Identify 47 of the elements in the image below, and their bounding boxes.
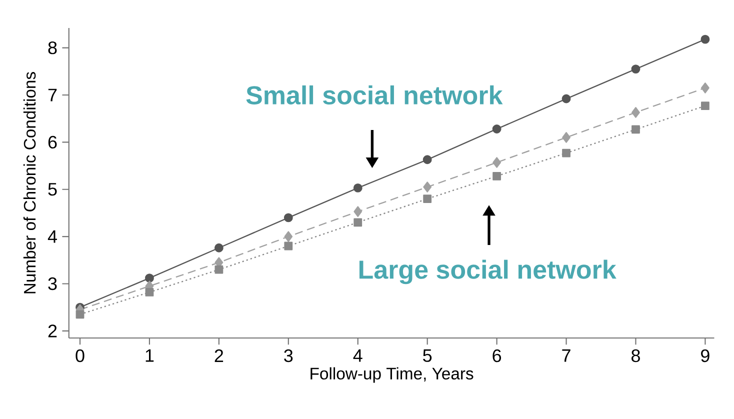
- point: [354, 206, 362, 217]
- x-tick-label: 1: [146, 349, 154, 362]
- y-tick-label: 2: [48, 324, 57, 338]
- x-tick-label: 5: [423, 349, 432, 362]
- point: [562, 132, 570, 143]
- point: [423, 182, 432, 192]
- point: [631, 64, 640, 74]
- x-axis-title: Follow-up Time, Years: [310, 367, 474, 383]
- point: [562, 94, 571, 104]
- y-tick-label: 6: [48, 136, 57, 149]
- point: [422, 155, 432, 164]
- x-tick-label: 3: [284, 349, 293, 362]
- y-tick-label: 5: [48, 183, 57, 196]
- point: [284, 242, 293, 250]
- y-tick-label: 4: [48, 230, 57, 243]
- point: [284, 231, 293, 242]
- y-tick-label: 7: [48, 88, 57, 102]
- x-tick-label: 9: [701, 349, 710, 362]
- x-tick-label: 2: [214, 349, 224, 362]
- point: [701, 82, 710, 94]
- x-tick-label: 0: [76, 349, 84, 362]
- point: [354, 218, 362, 227]
- point: [284, 213, 293, 222]
- point: [145, 288, 154, 296]
- point: [700, 34, 710, 44]
- x-tick-label: 7: [562, 349, 570, 362]
- point: [492, 157, 501, 168]
- y-tick-label: 8: [48, 41, 57, 54]
- y-tick-label: 3: [48, 277, 57, 290]
- point: [632, 107, 640, 118]
- point: [423, 194, 432, 204]
- annotation: Small social network: [246, 85, 503, 105]
- point: [214, 265, 224, 274]
- point: [632, 125, 640, 134]
- x-tick-label: 4: [353, 349, 362, 362]
- point: [353, 183, 362, 192]
- point: [492, 172, 501, 180]
- point: [562, 148, 570, 158]
- point: [492, 124, 502, 134]
- x-tick-label: 6: [492, 349, 502, 362]
- x-tick-label: 8: [632, 349, 640, 362]
- y-axis-title: Number of Chronic Conditions: [23, 72, 36, 294]
- point: [76, 310, 84, 319]
- annotation: Large social network: [359, 260, 616, 284]
- point: [145, 274, 154, 283]
- point: [701, 102, 710, 110]
- point: [214, 243, 224, 252]
